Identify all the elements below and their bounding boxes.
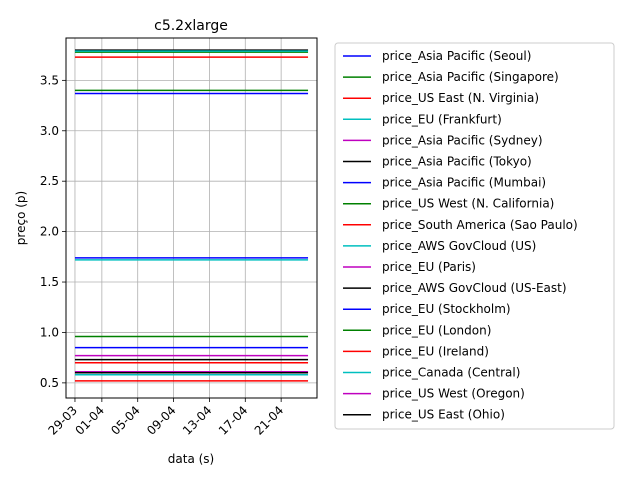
legend-frame: [334, 42, 615, 430]
legend-label: price_Asia Pacific (Tokyo): [382, 155, 532, 169]
x-tick-label: 13-04: [180, 403, 215, 438]
x-tick-label: 05-04: [108, 403, 143, 438]
legend-label: price_EU (Ireland): [382, 344, 489, 358]
legend-label: price_South America (Sao Paulo): [382, 218, 578, 232]
legend-label: price_EU (Frankfurt): [382, 112, 502, 126]
y-tick-label: 0.5: [40, 376, 59, 390]
legend-label: price_Asia Pacific (Mumbai): [382, 176, 546, 190]
legend-label: price_US East (N. Virginia): [382, 91, 539, 105]
y-tick-label: 3.5: [40, 73, 59, 87]
legend-label: price_EU (Paris): [382, 260, 476, 274]
legend-label: price_Asia Pacific (Sydney): [382, 133, 543, 147]
x-tick-label: 17-04: [216, 403, 251, 438]
x-tick-label: 09-04: [144, 403, 179, 438]
legend: price_Asia Pacific (Seoul) price_Asia Pac…: [334, 42, 615, 430]
legend-label: price_EU (London): [382, 323, 491, 337]
chart-title: c5.2xlarge: [154, 18, 228, 34]
y-tick-label: 2.5: [40, 174, 59, 188]
legend-label: price_Canada (Central): [382, 366, 520, 380]
grid-layer: [66, 38, 317, 398]
series-layer: [74, 49, 309, 382]
y-axis: 0.5 1.0 1.5 2.0 2.5 3.0 3.5: [40, 73, 66, 390]
y-tick-label: 3.0: [40, 124, 59, 138]
legend-label: price_AWS GovCloud (US): [382, 239, 536, 253]
x-axis-label: data (s): [168, 452, 214, 466]
x-tick-label: 21-04: [252, 403, 287, 438]
y-tick-label: 1.0: [40, 325, 59, 339]
legend-label: price_Asia Pacific (Seoul): [382, 49, 531, 63]
legend-label: price_AWS GovCloud (US-East): [382, 281, 567, 295]
legend-label: price_US West (Oregon): [382, 387, 525, 401]
y-axis-label: preço (p): [14, 191, 28, 245]
y-tick-label: 2.0: [40, 225, 59, 239]
legend-entries: price_Asia Pacific (Seoul) price_Asia Pac…: [343, 49, 578, 422]
legend-label: price_EU (Stockholm): [382, 302, 511, 316]
x-tick-label: 01-04: [72, 403, 107, 438]
x-tick-label: 29-03: [46, 403, 81, 438]
plot-frame: [65, 37, 318, 399]
legend-label: price_US East (Ohio): [382, 408, 505, 422]
legend-label: price_Asia Pacific (Singapore): [382, 70, 559, 84]
y-tick-label: 1.5: [40, 275, 59, 289]
legend-label: price_US West (N. California): [382, 197, 554, 211]
